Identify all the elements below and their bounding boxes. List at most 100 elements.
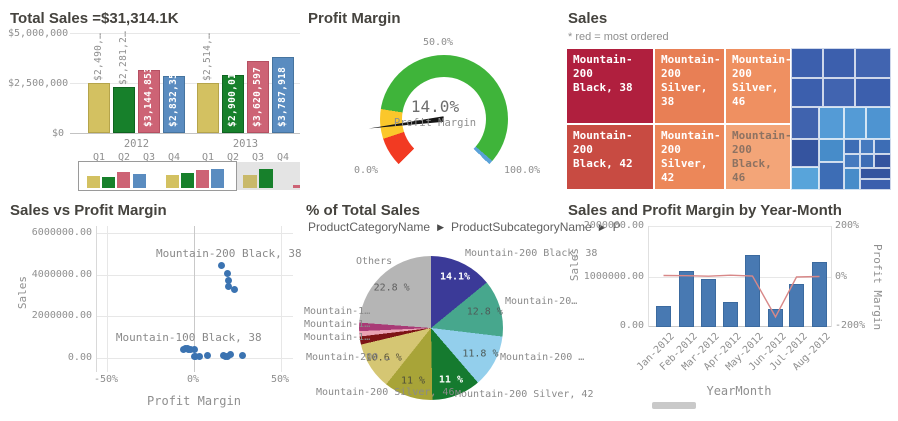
bar-2012-Q3[interactable] [138, 70, 160, 133]
pie-slice-label: Mountain-1… [304, 319, 371, 330]
treemap-cell[interactable] [874, 154, 891, 168]
chart-navigator[interactable] [78, 161, 300, 191]
treemap-cell[interactable] [860, 179, 891, 190]
treemap-cell[interactable] [819, 139, 844, 162]
treemap-cell[interactable] [791, 48, 823, 78]
treemap-cell[interactable] [844, 107, 866, 139]
treemap-cell[interactable]: Mountain-200 Black, 38 [566, 48, 654, 124]
treemap-cell[interactable] [866, 107, 891, 139]
combo-bar-Mar-2012[interactable] [701, 279, 716, 327]
treemap-cell[interactable] [823, 48, 855, 78]
chart-title: Sales vs Profit Margin [10, 202, 167, 219]
treemap-cell[interactable]: Mountain-200 Silver, 42 [654, 124, 725, 190]
gridline [281, 226, 282, 372]
panel-sales-treemap: Sales * red = most ordered Mountain-200 B… [566, 4, 896, 196]
bar-label: $2,514,… [202, 32, 213, 81]
treemap-cell[interactable] [791, 78, 823, 107]
treemap-cell-label-line1: Mountain-200 [732, 53, 792, 80]
scatter-point[interactable] [239, 351, 247, 359]
navigator-mini-bar [133, 174, 146, 188]
bar-2012-Q4[interactable] [163, 76, 185, 133]
breadcrumb-item[interactable]: P [612, 220, 621, 234]
treemap-cell-label-line1: Mountain-200 [732, 129, 792, 156]
panel-sales-vs-profit: Sales vs Profit Margin Mountain-200 Blac… [8, 196, 304, 419]
treemap-cell[interactable] [819, 162, 844, 190]
pie-slice-percent: 11.8 % [462, 348, 499, 360]
scatter-point[interactable] [190, 345, 198, 353]
combo-bar-Apr-2012[interactable] [723, 302, 738, 327]
panel-pct-total-sales: % of Total Sales ProductCategoryName ▶ Pro… [304, 196, 621, 419]
combo-plot[interactable] [648, 226, 832, 327]
scatter-point[interactable] [230, 286, 238, 294]
gridline [70, 33, 300, 34]
breadcrumb-item[interactable]: ProductSubcategoryName [450, 220, 592, 234]
bar-2012-Q1[interactable] [88, 83, 110, 133]
x-axis-quarter-label: Q4 [276, 152, 290, 163]
combo-bar-Aug-2012[interactable] [812, 262, 827, 327]
scatter-point[interactable] [218, 261, 226, 269]
treemap-cell[interactable] [791, 139, 819, 167]
y-axis-tick: $0 [51, 128, 64, 139]
treemap-cell[interactable]: Mountain-200 Silver, 38 [654, 48, 725, 124]
x-axis-quarter-label: Q3 [142, 152, 156, 163]
treemap-cell[interactable] [860, 168, 891, 179]
combo-bar-May-2012[interactable] [745, 255, 760, 327]
breadcrumb[interactable]: ProductCategoryName ▶ ProductSubcategoryNa… [308, 220, 621, 234]
treemap-cell[interactable]: Mountain-200 Silver, 46 [725, 48, 792, 124]
breadcrumb-item[interactable]: ProductCategoryName [308, 220, 431, 234]
scatter-point[interactable] [227, 350, 235, 358]
treemap-cell[interactable] [823, 78, 855, 107]
x-axis-quarter-label: Q1 [92, 152, 106, 163]
pie-chart[interactable] [359, 256, 503, 400]
scatter-point[interactable] [204, 352, 212, 360]
combo-bar-Feb-2012[interactable] [679, 271, 694, 327]
bar-2013-Q2[interactable] [222, 75, 244, 133]
treemap-cell[interactable] [844, 168, 860, 190]
bar-chart-plot[interactable]: $2,490,… $2,281,2… $3,144,853 $2,832,352 $2,… [70, 31, 300, 134]
gauge-value: 14.0% [410, 97, 460, 116]
treemap-cell[interactable] [819, 107, 844, 139]
x-axis-tick: 50% [270, 374, 290, 385]
treemap-cell[interactable] [844, 139, 860, 154]
navigator-mini-bar-partial [293, 185, 300, 188]
bar-2013-Q3[interactable] [247, 61, 269, 133]
gridline [97, 233, 293, 234]
treemap[interactable]: Mountain-200 Black, 38 Mountain-200 Silver,… [566, 48, 892, 190]
treemap-cell[interactable] [791, 167, 819, 190]
y-axis-tick: $2,500,000 [8, 78, 69, 89]
gridline [194, 226, 195, 372]
combo-bar-Jan-2012[interactable] [656, 306, 671, 327]
scatter-point[interactable] [225, 283, 233, 291]
scatter-point[interactable] [225, 277, 233, 285]
bar-2013-Q4[interactable] [272, 57, 294, 133]
treemap-cell[interactable]: Mountain-200 Black, 42 [566, 124, 654, 190]
treemap-cell[interactable] [855, 48, 891, 78]
treemap-cell[interactable] [860, 139, 874, 154]
y-axis-tick: 4000000.00 [31, 268, 92, 280]
treemap-cell-label-line1: Mountain-200 [661, 129, 721, 156]
bar-2013-Q1[interactable] [197, 83, 219, 133]
scatter-annotation: Mountain-100 Black, 38 [115, 331, 262, 345]
treemap-cell[interactable]: Mountain-200 Black, 46 [725, 124, 792, 190]
pie-slice-percent: 11 % [438, 374, 463, 386]
pie-slice-percent: 10.6 % [365, 352, 402, 364]
scatter-plot[interactable]: Mountain-200 Black, 38 Mountain-100 Black… [96, 226, 302, 372]
treemap-cell[interactable] [791, 107, 819, 139]
combo-bar-Jul-2012[interactable] [789, 284, 804, 327]
combo-x-axis-title: YearMonth [706, 384, 772, 398]
bar-2012-Q2[interactable] [113, 87, 135, 133]
scatter-point[interactable] [223, 270, 231, 278]
treemap-cell[interactable] [860, 154, 874, 168]
pie-slice-label: Mountain-20… [505, 296, 578, 307]
gauge-max-tick-label: 100.0% [504, 165, 541, 176]
navigator-mini-bar [196, 170, 209, 188]
scatter-point[interactable] [195, 352, 203, 360]
bar-label: $2,490,… [93, 32, 104, 81]
pie-slice-label: Mountain-200 … [306, 352, 391, 363]
scrollbar[interactable] [652, 402, 696, 409]
treemap-cell[interactable] [844, 154, 860, 168]
treemap-cell[interactable] [874, 139, 891, 154]
treemap-cell[interactable] [855, 78, 891, 107]
gridline [649, 226, 831, 227]
gridline [97, 316, 293, 318]
